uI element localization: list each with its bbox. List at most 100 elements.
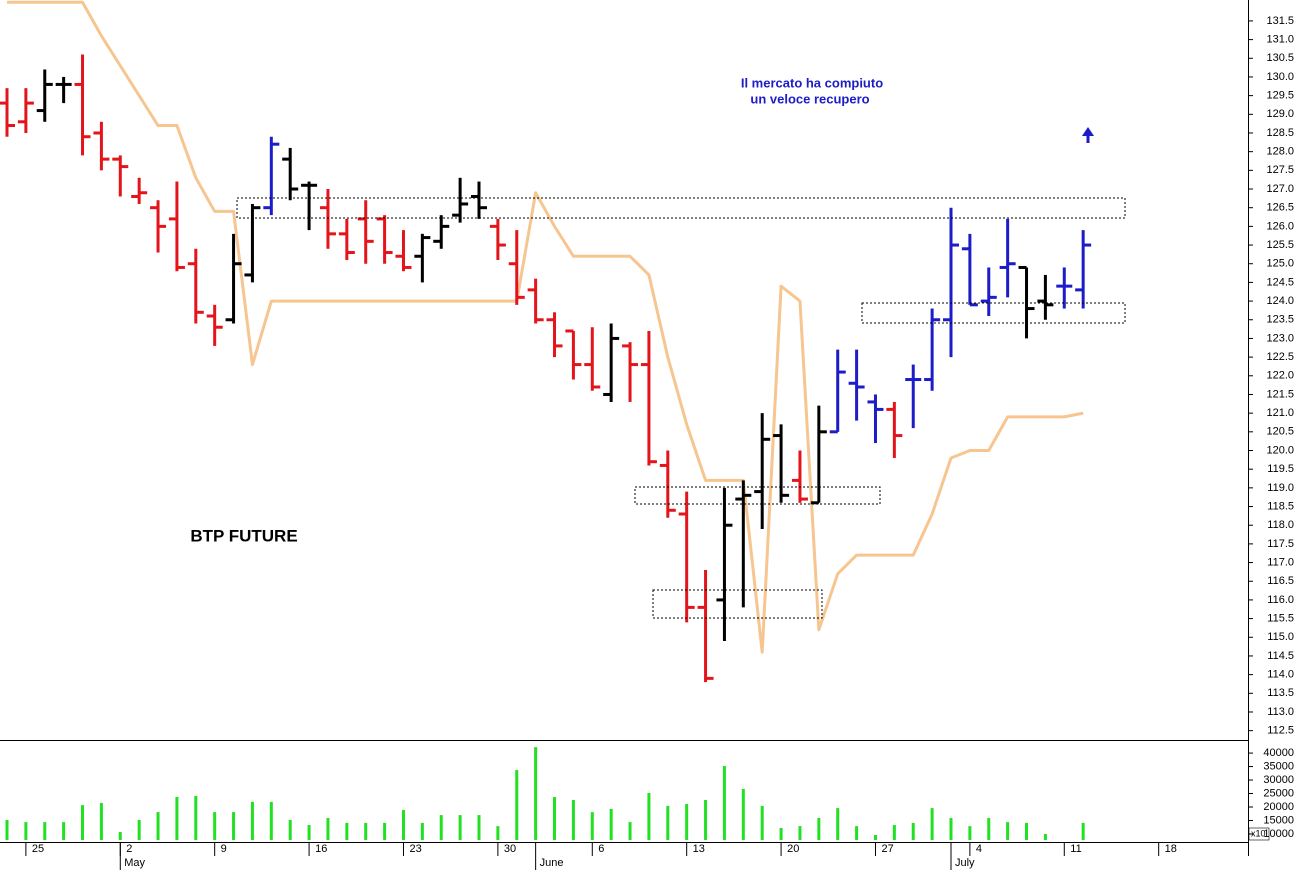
volume-bar (420, 822, 424, 840)
y-tick-label: 112.5 (1267, 725, 1294, 737)
y-tick-label: 119.0 (1267, 482, 1294, 494)
stop-line (7, 0, 1084, 654)
y-tick-label: 20000 (1263, 801, 1294, 813)
volume-bar (1043, 833, 1047, 840)
volume-bar (1081, 822, 1085, 840)
volume-bar (250, 801, 254, 840)
y-tick-label: 116.5 (1267, 575, 1294, 587)
volume-bar (458, 815, 462, 840)
x-tick-label: 6 (598, 843, 604, 855)
volume-bar (968, 826, 972, 840)
y-tick-label: 124.0 (1266, 295, 1294, 307)
volume-bar (194, 795, 198, 840)
volume-bar (81, 805, 85, 840)
y-tick-label: 131.0 (1266, 34, 1294, 46)
volume-bar (175, 797, 179, 840)
y-tick-label: 129.0 (1266, 108, 1294, 120)
price-panel (0, 0, 1092, 683)
chart-title: BTP FUTURE (190, 526, 297, 545)
volume-bar (741, 788, 745, 840)
price-zone (652, 589, 823, 619)
annotation: Il mercato ha compiuto (741, 75, 883, 90)
y-tick-label: 35000 (1263, 760, 1294, 772)
volume-bar (722, 766, 726, 840)
x-tick-label: 18 (1165, 843, 1177, 855)
y-tick-label: 122.0 (1266, 370, 1294, 382)
volume-bar (553, 797, 557, 840)
price-zone (861, 302, 1126, 324)
y-tick-label: 121.5 (1266, 388, 1294, 400)
volume-bar (24, 822, 28, 840)
volume-bar (477, 815, 481, 840)
volume-bar (628, 822, 632, 840)
volume-bar (855, 826, 859, 840)
volume-bar (5, 819, 9, 840)
x-tick-label: 11 (1070, 843, 1081, 855)
unit-box (1248, 827, 1270, 841)
x-tick-label: 25 (32, 843, 44, 855)
volume-bar (515, 770, 519, 840)
up-arrow (1082, 127, 1094, 143)
y-tick-label: 126.0 (1266, 220, 1294, 232)
x-tick-label: 20 (787, 843, 799, 855)
y-tick-label: 127.5 (1266, 164, 1294, 176)
y-tick-label: 129.5 (1266, 90, 1294, 102)
y-tick-label: 131.5 (1266, 15, 1294, 27)
y-tick-label: 124.5 (1266, 276, 1294, 288)
y-tick-label: 123.5 (1266, 314, 1294, 326)
y-tick-label: 10000 (1263, 828, 1294, 840)
y-tick-label: 30000 (1263, 774, 1294, 786)
volume-bar (911, 822, 915, 840)
volume-bar (232, 812, 236, 840)
y-tick-label: 125.5 (1266, 239, 1294, 251)
y-tick-label: 120.0 (1266, 444, 1294, 456)
volume-bar (496, 826, 500, 840)
volume-bar (571, 799, 575, 840)
x-tick-label: 4 (976, 843, 982, 855)
x-tick-label: 23 (409, 843, 421, 855)
y-tick-label: 126.5 (1266, 202, 1294, 214)
y-tick-label: 113.0 (1267, 706, 1294, 718)
y-tick-label: 113.5 (1267, 687, 1294, 699)
volume-bar (269, 801, 273, 840)
volume-bar (873, 835, 877, 840)
volume-bar (99, 802, 103, 840)
y-tick-label: 123.0 (1266, 332, 1294, 344)
volume-bar (62, 822, 66, 840)
volume-bar (137, 819, 141, 840)
volume-bar (118, 832, 122, 840)
volume-bar (156, 812, 160, 840)
month-label: May (124, 857, 145, 869)
y-tick-label: 128.0 (1266, 146, 1294, 158)
x-tick-label: 16 (315, 843, 327, 855)
volume-bar (1006, 822, 1010, 840)
annotation: un veloce recupero (750, 91, 869, 106)
volume-bar (383, 822, 387, 840)
y-tick-label: 114.5 (1267, 650, 1294, 662)
y-tick-label: 118.5 (1267, 500, 1294, 512)
price-zone (236, 197, 1126, 219)
y-tick-label: 127.0 (1266, 183, 1294, 195)
y-tick-label: 117.0 (1267, 556, 1294, 568)
volume-bar (704, 799, 708, 840)
y-tick-label: 115.0 (1267, 631, 1294, 643)
volume-bar (43, 822, 47, 840)
volume-bar (647, 792, 651, 840)
y-tick-label: 25000 (1263, 787, 1294, 799)
volume-bar (401, 809, 405, 840)
volume-bar (760, 805, 764, 840)
y-tick-label: 119.5 (1267, 463, 1294, 475)
volume-bar (892, 825, 896, 840)
volume-bar (288, 819, 292, 840)
volume-bar (213, 812, 217, 840)
volume-bar (1025, 822, 1029, 840)
volume-bar (987, 818, 991, 840)
volume-bar (364, 822, 368, 840)
volume-bar (609, 808, 613, 840)
volume-bar (307, 825, 311, 840)
y-tick-label: 117.5 (1267, 538, 1294, 550)
volume-bar (345, 822, 349, 840)
volume-bar (949, 818, 953, 840)
y-tick-label: 120.5 (1266, 426, 1294, 438)
